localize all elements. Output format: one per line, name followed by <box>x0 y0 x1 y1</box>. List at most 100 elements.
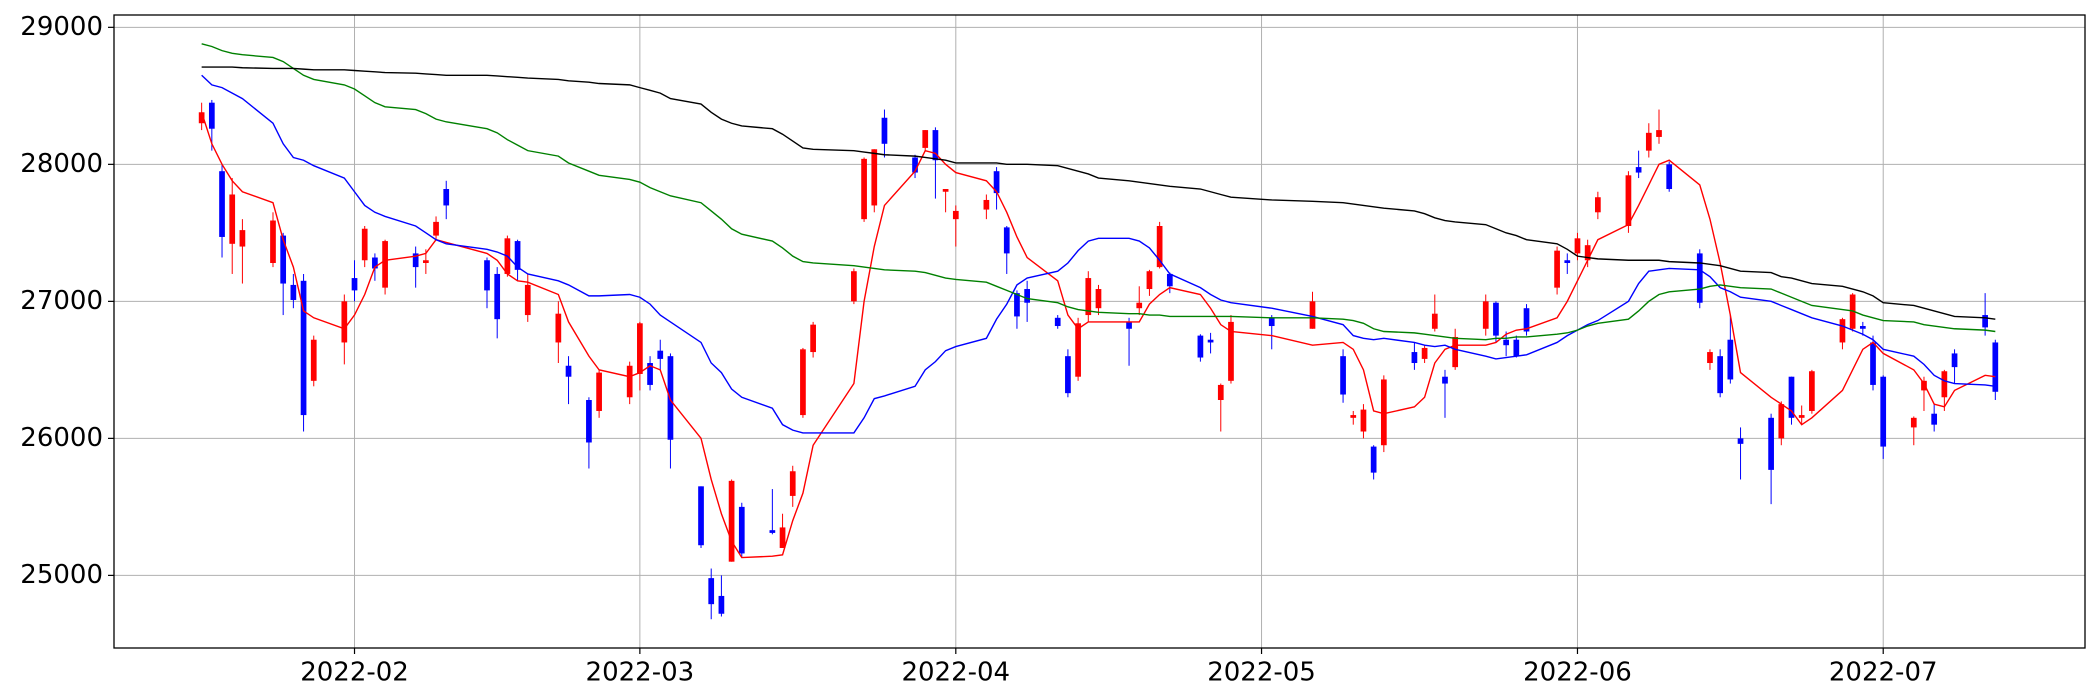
candle-body <box>494 273 501 320</box>
candle-body <box>1798 415 1805 418</box>
candle-body <box>586 400 592 443</box>
candle-body <box>423 260 429 263</box>
candle-body <box>1859 326 1866 329</box>
candle-body <box>341 301 348 343</box>
candle-body <box>1992 342 1999 392</box>
candle-body <box>484 260 490 291</box>
candle-body <box>361 228 368 261</box>
candle-body <box>382 241 388 288</box>
candle-body <box>372 257 378 269</box>
candle-body <box>1503 339 1509 346</box>
candle-body <box>728 480 735 562</box>
y-tick-label: 25000 <box>20 560 103 590</box>
moving-average-line <box>201 43 1996 341</box>
candle-body <box>1350 415 1357 418</box>
candle-body <box>1595 197 1601 213</box>
candle-body <box>1024 289 1030 303</box>
candle-body <box>1809 371 1815 411</box>
candle-body <box>1951 353 1958 368</box>
candle-body <box>1268 317 1275 327</box>
x-tick-label: 2022-05 <box>1207 658 1316 688</box>
candle-body <box>983 199 990 210</box>
candle-body <box>1136 302 1143 309</box>
candle-body <box>1003 227 1010 254</box>
candle-body <box>881 117 888 144</box>
candle-body <box>922 130 929 148</box>
candle-body <box>1870 342 1876 385</box>
x-tick-label: 2022-02 <box>300 658 409 688</box>
candle-body <box>524 284 531 316</box>
candle-body <box>637 323 643 374</box>
candle-body <box>1727 339 1734 380</box>
y-tick-label: 29000 <box>20 12 103 42</box>
candle-body <box>1146 271 1153 290</box>
candle-body <box>1768 417 1774 470</box>
candle-body <box>1880 376 1887 447</box>
candle-body <box>1126 321 1132 329</box>
candle-body <box>626 365 633 398</box>
candle-body <box>647 363 653 385</box>
candle-body <box>993 171 1000 194</box>
x-tick-label: 2022-03 <box>586 658 695 688</box>
candle-body <box>443 189 450 206</box>
candle-body <box>738 506 745 554</box>
candle-body <box>1482 301 1489 329</box>
candle-body <box>1075 323 1081 377</box>
candle-body <box>1635 167 1642 173</box>
candle-body <box>565 365 572 377</box>
candle-body <box>1574 238 1581 254</box>
candle-body <box>555 313 562 343</box>
x-tick-label: 2022-06 <box>1523 658 1632 688</box>
candle-body <box>952 210 959 220</box>
candle-body <box>1095 289 1102 309</box>
candle-body <box>1217 384 1224 401</box>
candle-body <box>351 278 358 291</box>
candle-body <box>1166 273 1173 287</box>
candle-body <box>810 324 816 353</box>
moving-average-line <box>201 66 1996 320</box>
candle-body <box>300 280 307 416</box>
candle-body <box>1370 446 1377 473</box>
candle-body <box>800 349 806 416</box>
candle-body <box>412 253 419 268</box>
candle-body <box>1340 356 1346 395</box>
candle-body <box>1421 347 1428 359</box>
candle-body <box>1941 371 1948 398</box>
candle-body <box>1431 313 1438 329</box>
candle-body <box>1014 293 1020 317</box>
candle-body <box>1778 404 1785 439</box>
candle-body <box>514 241 521 270</box>
candle-body <box>1717 356 1724 394</box>
candle-body <box>932 130 939 161</box>
candle-body <box>769 530 776 533</box>
y-tick-label: 27000 <box>20 286 103 316</box>
grid <box>108 15 2085 654</box>
candle-body <box>208 102 215 129</box>
candle-body <box>1360 409 1367 432</box>
candle-body <box>1513 339 1520 357</box>
candle-body <box>1564 260 1571 263</box>
candle-body <box>433 221 439 236</box>
candle-body <box>280 235 287 284</box>
candle-body <box>310 339 317 381</box>
candle-body <box>912 157 918 173</box>
candle-body <box>1309 301 1316 329</box>
candle-body <box>1931 413 1938 425</box>
candle-body <box>698 486 704 546</box>
candle-body <box>657 350 664 359</box>
candle-body <box>1085 278 1092 316</box>
candle-body <box>270 220 276 263</box>
candle-body <box>1523 308 1530 332</box>
candle-body <box>1207 339 1214 343</box>
candle-body <box>1380 379 1387 446</box>
candle-body <box>1921 380 1927 391</box>
candle-body <box>219 171 225 237</box>
candle-body <box>1228 321 1234 381</box>
candle-body <box>198 112 205 124</box>
candle-body <box>1707 352 1713 364</box>
y-tick-label: 28000 <box>20 149 103 179</box>
moving-average-line <box>201 74 1996 434</box>
x-tick-label: 2022-07 <box>1829 658 1938 688</box>
